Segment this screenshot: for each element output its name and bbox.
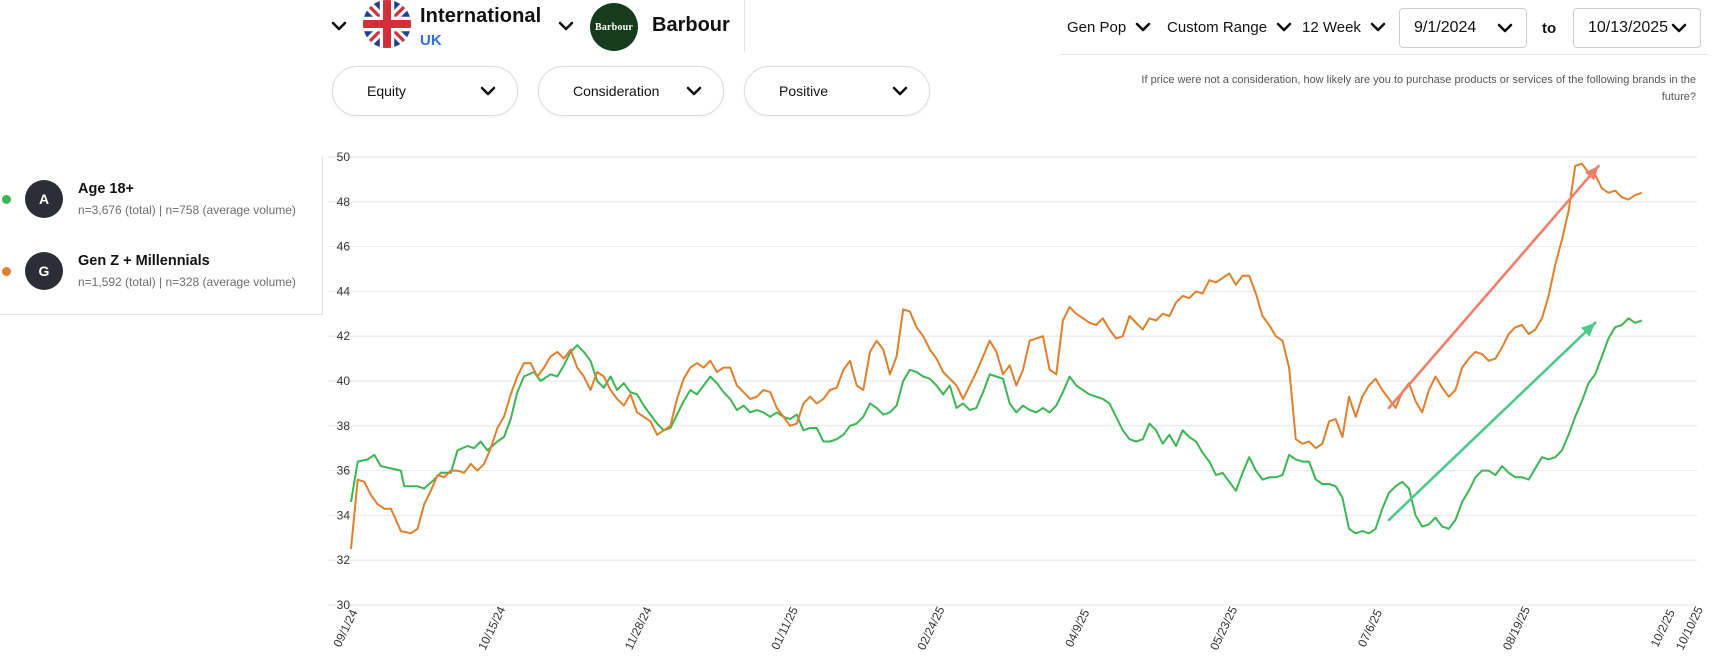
chevron-down-icon [1276, 22, 1292, 32]
y-tick-label: 50 [337, 150, 351, 164]
legend-panel: A Age 18+ n=3,676 (total) | n=758 (avera… [0, 156, 323, 315]
window-label: 12 Week [1302, 18, 1361, 36]
trend-arrow-head-0 [1584, 165, 1599, 181]
end-date-field[interactable]: 10/13/2025 [1573, 8, 1701, 48]
chevron-down-icon [892, 86, 908, 96]
legend-item-age-18[interactable]: A Age 18+ n=3,676 (total) | n=758 (avera… [0, 180, 296, 218]
legend-color-dot [2, 266, 11, 276]
y-tick-label: 44 [337, 284, 351, 298]
trend-arrow-line-0 [1387, 164, 1600, 410]
y-tick-label: 32 [337, 553, 351, 567]
x-tick-label: 09/1/24 [330, 607, 360, 649]
survey-question: If price were not a consideration, how l… [1141, 74, 1696, 103]
avatar: G [25, 252, 63, 290]
pill-equity[interactable]: Equity [332, 66, 518, 116]
legend-item-gen-z-millennials[interactable]: G Gen Z + Millennials n=1,592 (total) | … [0, 252, 296, 290]
pill-label: Equity [367, 83, 406, 99]
chevron-down-icon [1497, 23, 1513, 33]
y-tick-label: 38 [337, 419, 351, 433]
brand-name[interactable]: Barbour [652, 14, 730, 36]
series-line-gen-z-millennials [350, 162, 1643, 550]
y-tick-label: 46 [337, 240, 351, 254]
chart-grid [328, 156, 1697, 606]
series-line-age-18 [350, 317, 1643, 535]
population-label: Gen Pop [1067, 18, 1127, 36]
header-divider [744, 0, 745, 52]
y-tick-label: 48 [337, 195, 351, 209]
y-axis-ticks: 30 32 34 36 38 40 42 44 46 48 50 [337, 150, 351, 612]
pill-label: Consideration [573, 83, 660, 99]
filter-divider [1060, 54, 1708, 55]
chevron-down-icon [331, 21, 347, 31]
pill-label: Positive [779, 83, 829, 99]
x-tick-label: 07/6/25 [1355, 607, 1385, 649]
y-tick-label: 36 [337, 464, 351, 478]
y-tick-label: 40 [337, 374, 351, 388]
x-tick-label: 04/9/25 [1062, 607, 1092, 649]
brand-logo[interactable]: Barbour [590, 3, 638, 51]
chevron-down-icon [480, 86, 496, 96]
uk-flag-icon[interactable] [363, 0, 411, 48]
x-tick-label: 01/11/25 [768, 604, 801, 652]
x-tick-label: 10/10/25 [1673, 604, 1706, 652]
segment-meta: n=3,676 (total) | n=758 (average volume) [78, 203, 296, 217]
x-axis-ticks: 09/1/24 10/15/24 11/28/24 01/11/25 02/24/25 0… [330, 604, 1706, 652]
trend-arrow-head-1 [1581, 322, 1596, 337]
x-tick-label: 08/19/25 [1500, 604, 1533, 652]
range-type-label: Custom Range [1167, 18, 1268, 36]
end-date-value: 10/13/2025 [1588, 19, 1669, 36]
region-dropdown-chevron[interactable] [330, 17, 348, 40]
chevron-down-icon [1671, 23, 1687, 33]
segment-name: Gen Z + Millennials [78, 253, 210, 269]
region-sub: UK [420, 32, 442, 49]
pill-positive[interactable]: Positive [744, 66, 930, 116]
avatar: A [25, 180, 63, 218]
window-dropdown[interactable]: 12 Week [1302, 18, 1387, 36]
y-tick-label: 34 [337, 508, 351, 522]
date-to-label: to [1542, 20, 1557, 37]
chevron-down-icon [1135, 22, 1151, 32]
legend-color-dot [2, 194, 11, 204]
population-dropdown[interactable]: Gen Pop [1067, 18, 1152, 36]
x-tick-label: 05/23/25 [1207, 604, 1240, 652]
chart-annotations [1387, 164, 1600, 522]
chart-series [350, 162, 1643, 550]
y-tick-label: 42 [337, 329, 351, 343]
chevron-down-icon [686, 86, 702, 96]
chevron-down-icon [1370, 22, 1386, 32]
range-type-dropdown[interactable]: Custom Range [1167, 18, 1293, 36]
segment-meta: n=1,592 (total) | n=328 (average volume) [78, 275, 296, 289]
x-tick-label: 10/15/24 [475, 604, 508, 652]
region-name[interactable]: International [420, 5, 542, 27]
x-tick-label: 11/28/24 [622, 604, 655, 652]
start-date-value: 9/1/2024 [1414, 19, 1477, 36]
start-date-field[interactable]: 9/1/2024 [1399, 8, 1527, 48]
brand-dropdown-chevron[interactable] [557, 17, 575, 40]
pill-consideration[interactable]: Consideration [538, 66, 724, 116]
y-tick-label: 30 [337, 598, 351, 612]
x-tick-label: 02/24/25 [914, 604, 947, 652]
segment-name: Age 18+ [78, 181, 135, 197]
trend-arrow-line-1 [1387, 321, 1597, 522]
chevron-down-icon [558, 21, 574, 31]
